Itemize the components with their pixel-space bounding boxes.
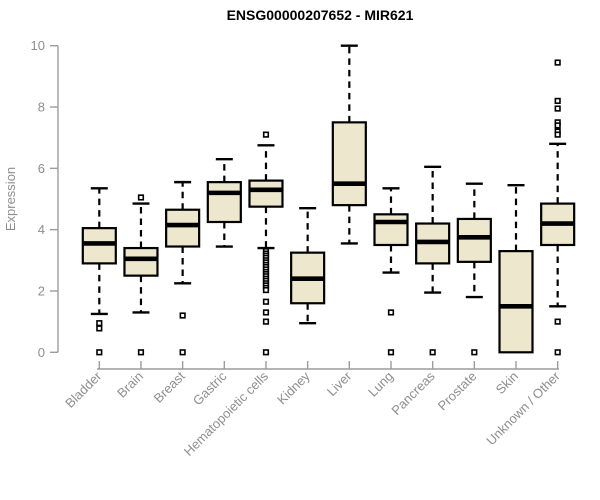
y-tick-label: 0: [38, 345, 45, 360]
outlier-point: [262, 286, 270, 294]
box-gastric: [206, 181, 242, 224]
box-prostate: [456, 217, 492, 263]
x-tick-label: Gastric: [190, 368, 230, 408]
outlier-point: [554, 131, 561, 138]
y-tick-label: 10: [31, 38, 45, 53]
outlier-point: [96, 349, 103, 356]
x-tick-label: Lung: [365, 369, 396, 400]
x-tick-label: Breast: [151, 368, 188, 405]
x-tick-label: Brain: [114, 369, 146, 401]
outlier-point: [554, 105, 561, 112]
outlier-point: [179, 349, 186, 356]
outlier-point: [387, 309, 395, 316]
x-tick-label: Bladder: [62, 368, 105, 411]
outlier-point: [96, 320, 103, 327]
x-tick-label: Pancreas: [388, 368, 438, 418]
box-lung: [373, 213, 409, 247]
box-breast: [165, 208, 201, 248]
outlier-point: [137, 194, 145, 201]
box-brain: [123, 246, 159, 277]
y-tick-label: 6: [38, 161, 45, 176]
outlier-point: [179, 312, 186, 319]
x-tick-label: Skin: [493, 369, 521, 397]
x-tick-label: Unknown / Other: [483, 368, 563, 448]
y-tick-label: 8: [38, 100, 45, 115]
outlier-point: [262, 298, 270, 305]
outlier-point: [96, 325, 103, 332]
y-tick-label: 4: [38, 222, 45, 237]
x-tick-label: Prostate: [435, 369, 480, 414]
outlier-point: [471, 349, 478, 356]
outlier-point: [554, 97, 561, 104]
y-tick-label: 2: [38, 283, 45, 298]
box-skin: [498, 250, 534, 354]
outlier-point: [262, 309, 270, 316]
outlier-point: [262, 318, 270, 325]
outlier-point: [262, 131, 270, 138]
outlier-point: [554, 59, 561, 66]
x-tick-label: Kidney: [274, 368, 313, 407]
y-axis-title: Expression: [3, 167, 18, 231]
outlier-point: [387, 349, 395, 356]
box-hematopoietic-cells: [248, 179, 284, 208]
outlier-point: [429, 349, 436, 356]
outlier-point: [137, 349, 145, 356]
outlier-point: [554, 122, 561, 129]
outlier-point: [554, 318, 561, 325]
outlier-point: [262, 349, 270, 356]
outlier-point: [554, 349, 561, 356]
box-liver: [331, 121, 367, 207]
chart-title: ENSG00000207652 - MIR621: [227, 7, 414, 23]
x-tick-label: Liver: [324, 368, 355, 399]
